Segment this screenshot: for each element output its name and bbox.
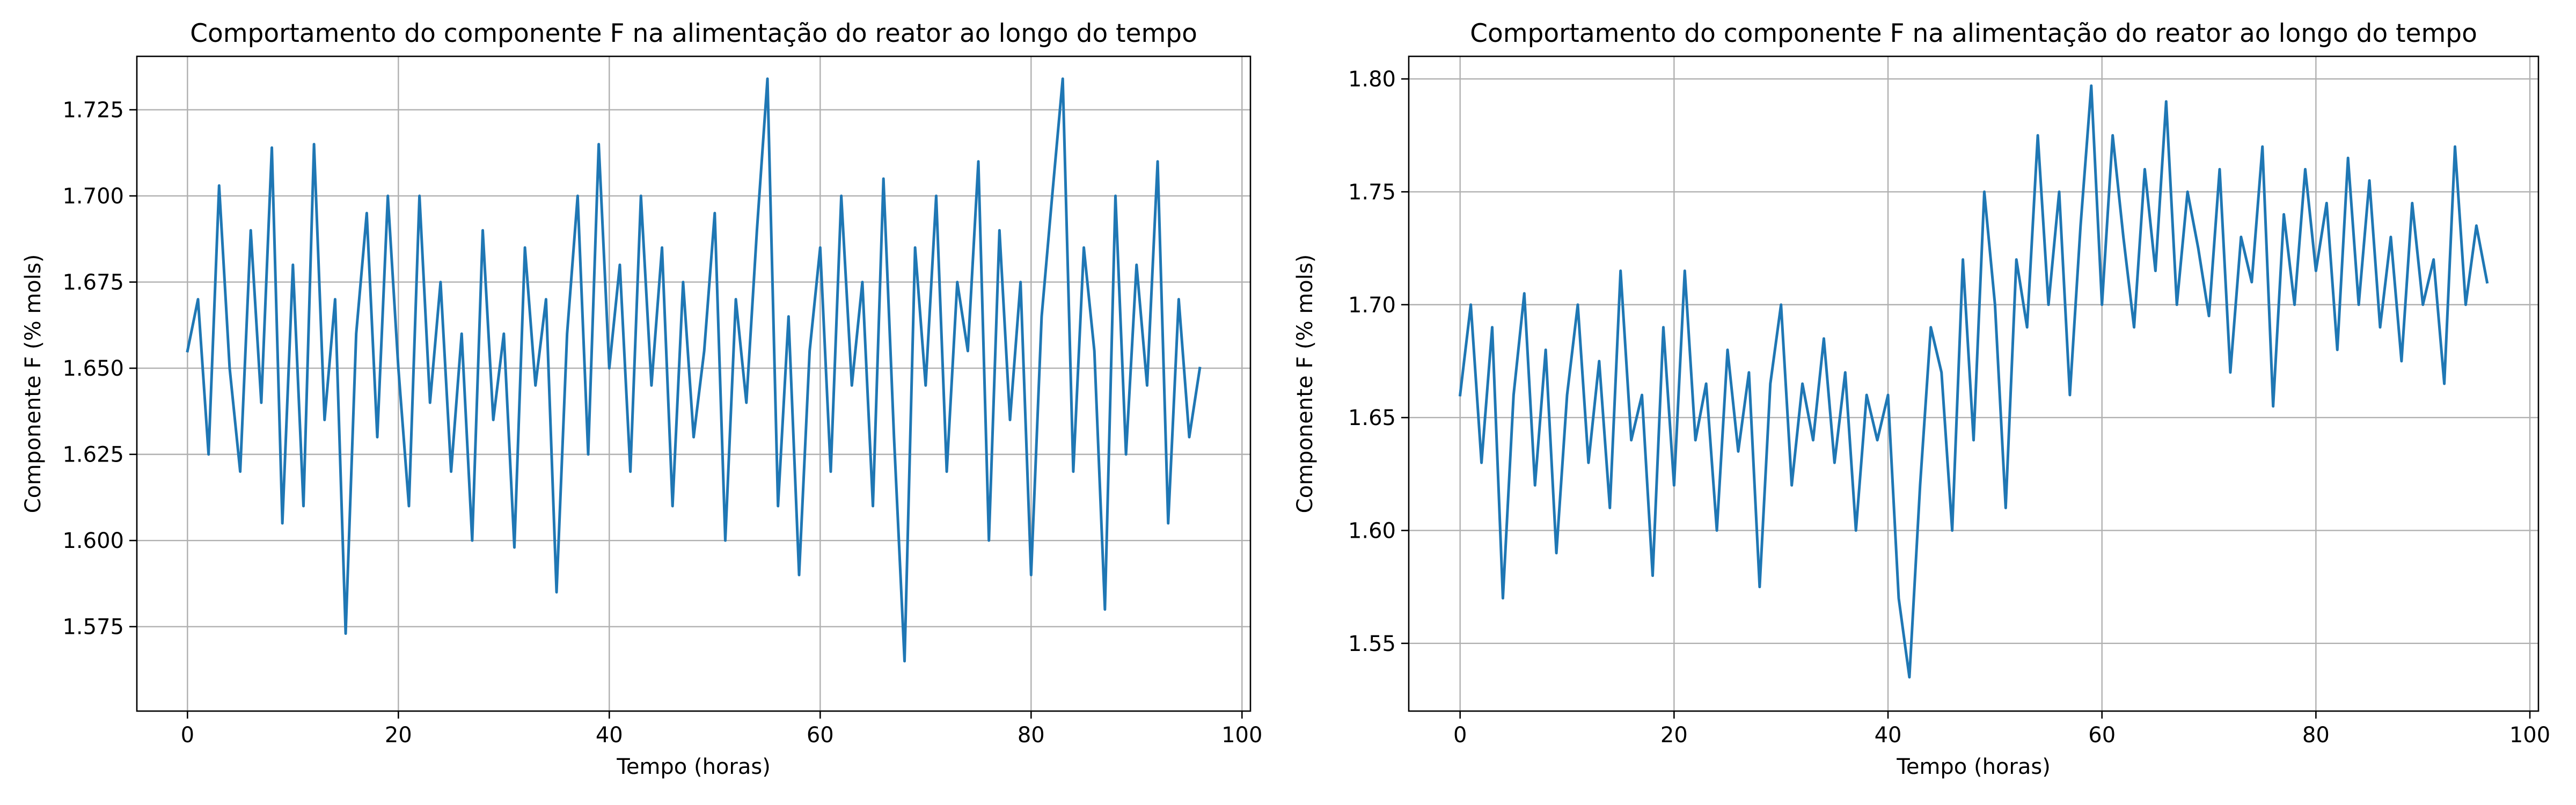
chart-left: 0 20 40 60 80 100 1.575 1.600 1.625 1.650 1.675 1.7… <box>21 19 1262 779</box>
plot-frame <box>1408 55 2540 712</box>
y-axis-label: Componente F (% mols) <box>1293 254 1318 514</box>
chart-title: Comportamento do componente F na aliment… <box>1470 19 2477 48</box>
x-tick-label: 0 <box>1453 723 1467 748</box>
x-tick-label: 0 <box>181 723 194 748</box>
y-tick-label: 1.725 <box>62 98 124 123</box>
x-tick-label: 20 <box>1660 723 1688 748</box>
y-tick-label: 1.60 <box>1348 518 1396 543</box>
y-tick-label: 1.70 <box>1348 293 1396 318</box>
x-axis-label: Tempo (horas) <box>616 755 771 779</box>
y-tick-label: 1.600 <box>62 529 124 553</box>
plot-frame <box>136 55 1252 712</box>
x-tick-label: 40 <box>1875 723 1902 748</box>
x-tick-label: 100 <box>2509 723 2550 748</box>
y-tick-label: 1.80 <box>1348 67 1396 92</box>
x-tick-label: 60 <box>2088 723 2116 748</box>
x-axis-label: Tempo (horas) <box>1896 755 2051 779</box>
x-tick-label: 80 <box>1018 723 1045 748</box>
x-tick-label: 60 <box>807 723 834 748</box>
chart-title: Comportamento do componente F na aliment… <box>190 19 1197 48</box>
x-tick-label: 80 <box>2302 723 2330 748</box>
y-tick-label: 1.625 <box>62 443 124 467</box>
y-tick-label: 1.65 <box>1348 406 1396 430</box>
y-tick-label: 1.700 <box>62 184 124 209</box>
y-tick-label: 1.55 <box>1348 632 1396 656</box>
y-tick-label: 1.575 <box>62 615 124 640</box>
series-line <box>1458 84 2489 679</box>
y-tick-label: 1.675 <box>62 270 124 295</box>
y-tick-label: 1.75 <box>1348 180 1396 204</box>
x-tick-label: 40 <box>596 723 623 748</box>
chart-right: 0 20 40 60 80 100 1.55 1.60 1.65 1.70 1.75 1.80 Comp… <box>1293 19 2550 779</box>
y-axis-label: Componente F (% mols) <box>21 254 46 514</box>
series-line <box>186 77 1202 663</box>
x-tick-label: 20 <box>385 723 412 748</box>
y-tick-label: 1.650 <box>62 356 124 381</box>
x-tick-label: 100 <box>1221 723 1262 748</box>
